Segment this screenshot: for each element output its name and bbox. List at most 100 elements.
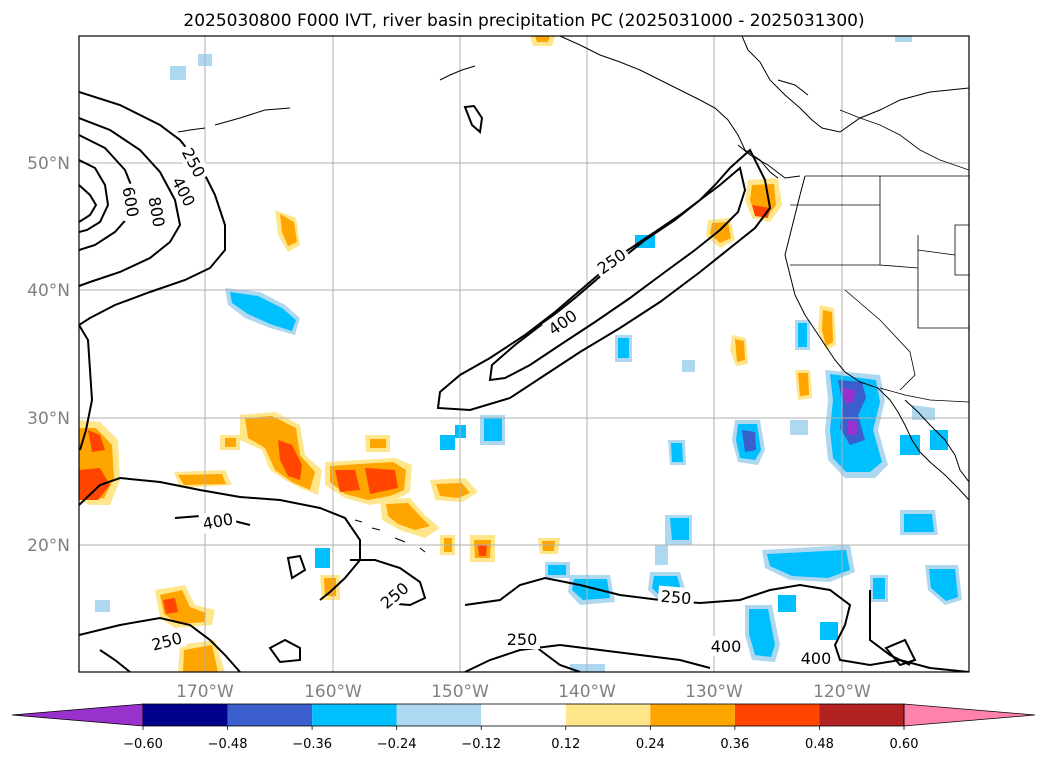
lon-tick-label: 140°W [558, 682, 616, 702]
precip-patch [618, 338, 629, 358]
precip-patch [79, 430, 110, 500]
precip-patch [929, 569, 958, 601]
precip-patch [572, 579, 610, 600]
precip-patch [335, 468, 398, 494]
precip-patch [798, 373, 809, 396]
lat-tick-label: 50°N [27, 154, 70, 174]
precip-patch [225, 438, 236, 447]
colorbar-tick-label: 0.36 [720, 737, 749, 752]
colorbar: −0.60 −0.48 −0.36 −0.24 −0.12 0.12 0.24 0.36 0.4… [11, 703, 1036, 752]
precip-patch [930, 430, 948, 450]
colorbar-swatch [565, 704, 651, 726]
precip-patch [548, 565, 566, 575]
gridlines [79, 36, 969, 672]
contour-label: 600 [118, 182, 144, 222]
precip-patch [735, 339, 745, 362]
colorbar-swatch [143, 704, 228, 726]
chart-title: 2025030800 F000 IVT, river basin precipi… [183, 11, 864, 31]
precip-patch [682, 360, 695, 372]
precip-patch [542, 541, 555, 551]
contour-label: 250 [504, 629, 540, 649]
lat-tick-label: 30°N [27, 409, 70, 429]
political-borders [790, 109, 969, 403]
contour-label: 400 [798, 648, 834, 668]
precip-patch [895, 36, 912, 42]
precip-patch [160, 590, 206, 624]
svg-text:250: 250 [507, 630, 538, 649]
precip-patch [873, 578, 885, 599]
precip-patch [230, 292, 296, 331]
colorbar-tick-label: 0.24 [636, 737, 665, 752]
precip-patch [790, 420, 808, 435]
precip-patch [904, 514, 934, 532]
precip-patch [710, 222, 731, 243]
longitude-tick-labels: 170°W 160°W 150°W 140°W 130°W 120°W [176, 682, 871, 702]
colorbar-extend-low [11, 703, 144, 727]
precip-patch [95, 600, 110, 612]
precip-patch [484, 418, 502, 441]
colorbar-swatch [819, 704, 904, 726]
lon-tick-label: 120°W [813, 682, 871, 702]
precip-patch [280, 214, 297, 246]
colorbar-tick-label: 0.60 [890, 737, 919, 752]
precip-patch [820, 622, 838, 640]
lat-tick-label: 20°N [27, 536, 70, 556]
colorbar-swatch [734, 704, 820, 726]
colorbar-swatch [312, 704, 397, 726]
precipitation-shading [79, 36, 962, 672]
colorbar-swatch [481, 704, 566, 726]
precip-patch [900, 435, 920, 455]
precip-patch [440, 435, 455, 450]
precip-patch [163, 598, 178, 614]
lat-tick-label: 40°N [27, 281, 70, 301]
colorbar-tick-label: 0.12 [551, 737, 580, 752]
precip-patch [842, 388, 858, 436]
colorbar-tick-label: −0.24 [377, 737, 417, 752]
latitude-tick-labels: 50°N 40°N 30°N 20°N [27, 154, 70, 556]
precip-patch [749, 609, 775, 657]
colorbar-tick-label: 0.48 [805, 737, 834, 752]
precip-patch [386, 503, 430, 530]
precip-patch [670, 518, 689, 540]
precip-patch [742, 430, 756, 452]
svg-text:400: 400 [801, 649, 832, 668]
precip-patch [822, 310, 833, 346]
lon-tick-label: 130°W [685, 682, 743, 702]
map-frame [78, 35, 970, 673]
precip-patch [315, 548, 330, 568]
lon-tick-label: 150°W [431, 682, 489, 702]
precip-patch [671, 443, 683, 462]
precip-patch [183, 645, 218, 672]
coastlines [177, 36, 969, 553]
colorbar-swatch [227, 704, 313, 726]
contour-label: 250 [657, 585, 695, 609]
colorbar-outline [142, 703, 905, 727]
colorbar-tick-label: −0.48 [208, 737, 248, 752]
colorbar-tick-label: −0.60 [123, 737, 163, 752]
colorbar-tick-label: −0.36 [292, 737, 332, 752]
precip-patch [912, 405, 935, 420]
lon-tick-label: 170°W [176, 682, 234, 702]
colorbar-swatch [396, 704, 482, 726]
precip-patch [478, 545, 487, 556]
ivt-contours [79, 91, 969, 672]
precip-patch [798, 323, 807, 347]
precip-patch [535, 36, 550, 42]
precip-patch [436, 483, 470, 498]
precip-patch [370, 439, 386, 448]
precip-patch [655, 545, 668, 565]
precip-patch [778, 595, 796, 612]
colorbar-extend-high [903, 703, 1036, 727]
precip-patch [178, 474, 226, 485]
svg-text:400: 400 [711, 637, 742, 656]
svg-text:250: 250 [660, 587, 692, 609]
lon-tick-label: 160°W [304, 682, 362, 702]
precip-patch [278, 440, 302, 480]
precip-patch [767, 550, 850, 578]
colorbar-swatch [650, 704, 735, 726]
colorbar-tick-label: −0.12 [461, 737, 501, 752]
precip-patch [170, 66, 186, 80]
contour-label: 400 [708, 636, 744, 656]
